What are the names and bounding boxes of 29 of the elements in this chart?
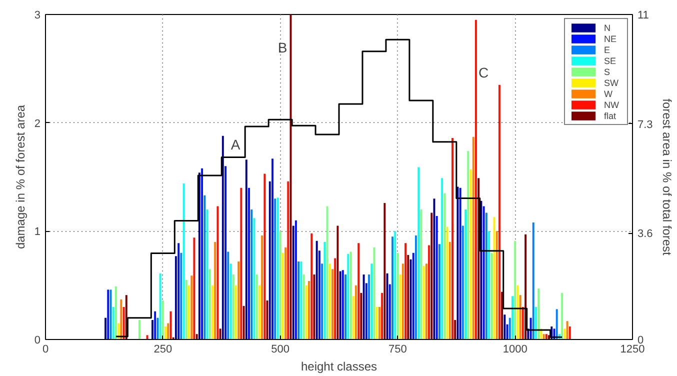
x-tick-label: 500 (271, 344, 290, 356)
y-tick-label: 2 (34, 118, 41, 130)
y-tick-label: 0 (34, 334, 41, 346)
y-tick-label: 3 (34, 10, 41, 22)
annotation: A (230, 136, 241, 152)
legend-label: W (604, 88, 614, 99)
y-tick-label: 1 (34, 226, 41, 238)
x-axis-title: height classes (300, 360, 378, 374)
legend-label: flat (604, 110, 618, 121)
y2-tick-label: 3.6 (638, 228, 653, 240)
y2-tick-label: 11 (638, 10, 649, 22)
legend-label: NW (604, 99, 620, 110)
legend-label: SE (604, 55, 618, 66)
y2-axis-title: forest area in % of total forest (660, 98, 674, 256)
x-tick-label: 0 (42, 344, 49, 356)
x-tick-label: 1250 (620, 344, 645, 356)
y2-tick-label: 0 (638, 334, 644, 346)
x-tick-label: 1000 (502, 344, 528, 356)
annotation: C (478, 64, 489, 80)
legend-label: E (604, 44, 612, 55)
x-tick-label: 250 (154, 344, 172, 356)
y2-tick-label: 7.3 (638, 118, 653, 131)
legend-label: S (604, 66, 612, 77)
legend-label: N (604, 22, 612, 33)
annotation: B (278, 40, 288, 56)
y-axis-title: damage in % of forest area (13, 104, 28, 250)
legend-label: SW (604, 77, 620, 88)
legend-label: NE (604, 33, 618, 44)
x-tick-label: 750 (388, 344, 407, 356)
